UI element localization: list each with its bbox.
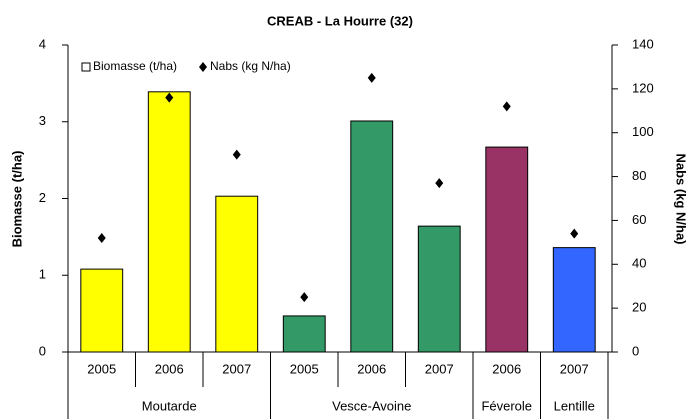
group-label: Féverole xyxy=(481,398,532,413)
legend-label: Biomasse (t/ha) xyxy=(93,59,177,73)
x-tick-label: 2007 xyxy=(560,361,589,376)
bar xyxy=(350,120,394,353)
bar xyxy=(215,195,259,353)
bar xyxy=(417,225,461,353)
y2-tick-label: 40 xyxy=(632,256,646,271)
scatter-point xyxy=(367,72,376,83)
bar xyxy=(80,268,124,353)
x-tick-label: 2006 xyxy=(155,361,184,376)
group-label: Vesce-Avoine xyxy=(332,398,411,413)
x-tick-label: 2006 xyxy=(357,361,386,376)
scatter-point xyxy=(570,228,579,239)
y2-tick-label: 60 xyxy=(632,212,646,227)
legend-label: Nabs (kg N/ha) xyxy=(210,59,291,73)
scatter-point xyxy=(232,149,241,160)
chart-title: CREAB - La Hourre (32) xyxy=(267,13,413,28)
y2-tick-label: 0 xyxy=(632,343,639,358)
x-tick-label: 2007 xyxy=(222,361,251,376)
scatter-point xyxy=(502,101,511,112)
y-tick-label: 2 xyxy=(39,190,46,205)
group-label: Lentille xyxy=(554,398,595,413)
scatter-point xyxy=(165,92,174,103)
y2-tick-label: 100 xyxy=(632,124,654,139)
group-label: Moutarde xyxy=(142,398,197,413)
x-tick-label: 2005 xyxy=(290,361,319,376)
scatter-point xyxy=(300,292,309,303)
y-tick-label: 1 xyxy=(39,267,46,282)
scatter-point xyxy=(97,232,106,243)
y-tick-label: 4 xyxy=(39,36,46,51)
y-tick-label: 0 xyxy=(39,343,46,358)
x-tick-label: 2007 xyxy=(425,361,454,376)
y2-tick-label: 120 xyxy=(632,80,654,95)
x-tick-label: 2005 xyxy=(87,361,116,376)
y2-tick-label: 140 xyxy=(632,36,654,51)
x-tick-label: 2006 xyxy=(492,361,521,376)
legend-swatch xyxy=(199,62,207,72)
bar xyxy=(147,91,191,353)
y2-axis-label: Nabs (kg N/ha) xyxy=(674,153,689,244)
bar xyxy=(552,247,596,353)
y-tick-label: 3 xyxy=(39,113,46,128)
y2-tick-label: 80 xyxy=(632,168,646,183)
bar xyxy=(485,146,529,353)
legend-swatch xyxy=(81,62,91,72)
scatter-point xyxy=(435,178,444,189)
y2-tick-label: 20 xyxy=(632,300,646,315)
bar xyxy=(282,315,326,353)
y-axis-label: Biomasse (t/ha) xyxy=(9,151,24,248)
